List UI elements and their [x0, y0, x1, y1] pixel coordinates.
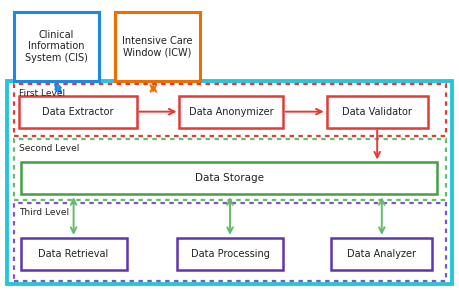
FancyBboxPatch shape — [179, 96, 282, 128]
Text: First Level: First Level — [19, 89, 65, 98]
FancyBboxPatch shape — [326, 96, 427, 128]
Text: Data Anonymizer: Data Anonymizer — [189, 107, 273, 117]
FancyBboxPatch shape — [19, 96, 136, 128]
Text: Data Extractor: Data Extractor — [42, 107, 113, 117]
FancyBboxPatch shape — [14, 203, 445, 281]
FancyBboxPatch shape — [14, 84, 445, 136]
FancyBboxPatch shape — [21, 162, 437, 194]
FancyBboxPatch shape — [14, 139, 445, 200]
FancyBboxPatch shape — [177, 238, 282, 270]
FancyBboxPatch shape — [14, 12, 99, 81]
Text: Second Level: Second Level — [19, 144, 79, 153]
FancyBboxPatch shape — [21, 238, 126, 270]
Text: Data Retrieval: Data Retrieval — [39, 249, 108, 259]
Text: Data Storage: Data Storage — [195, 173, 263, 183]
Text: Third Level: Third Level — [19, 208, 69, 217]
Text: Intensive Care
Window (ICW): Intensive Care Window (ICW) — [122, 36, 192, 57]
Text: Data Validator: Data Validator — [341, 107, 411, 117]
FancyBboxPatch shape — [115, 12, 200, 81]
Text: Data Processing: Data Processing — [190, 249, 269, 259]
Text: Clinical
Information
System (CIS): Clinical Information System (CIS) — [25, 30, 88, 63]
FancyBboxPatch shape — [7, 81, 451, 284]
Text: Data Analyzer: Data Analyzer — [347, 249, 415, 259]
FancyBboxPatch shape — [330, 238, 431, 270]
